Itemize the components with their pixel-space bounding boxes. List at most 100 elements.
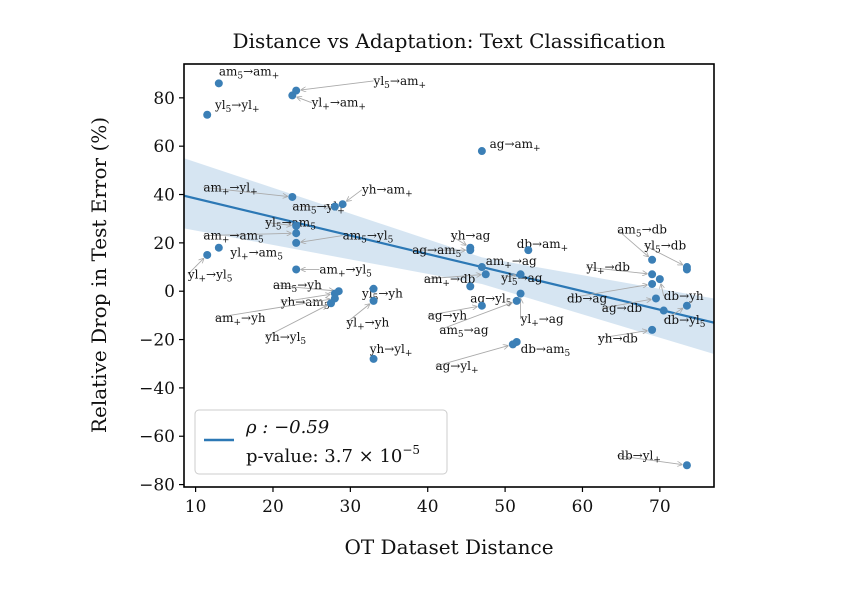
data-point	[369, 284, 378, 293]
data-point	[516, 289, 525, 298]
plot-frame	[183, 63, 715, 488]
legend-box	[194, 409, 448, 475]
point-label: yh→yl+​	[369, 342, 413, 359]
data-point	[659, 306, 668, 315]
point-label: am+​→yl5​	[319, 262, 372, 279]
x-tick-label: 20	[262, 497, 284, 517]
y-tick-label: 60	[153, 137, 175, 157]
point-label: db→ag	[567, 291, 608, 305]
point-label: yl5​→am+​	[373, 74, 427, 91]
legend-rho: ρ : −0.59	[245, 417, 329, 438]
point-label: db→yh	[664, 289, 704, 303]
data-point	[203, 250, 212, 259]
data-point	[292, 238, 301, 247]
annotation-arrow	[280, 294, 330, 303]
x-axis-label: OT Dataset Distance	[344, 535, 553, 559]
point-label: yl5​→yh	[361, 287, 403, 304]
data-point	[338, 200, 347, 209]
point-label: yl+​→ag	[520, 312, 564, 329]
point-label: yl5​→db	[643, 238, 686, 255]
data-point	[682, 265, 691, 274]
x-tick-label: 50	[494, 497, 516, 517]
annotation-arrow	[501, 275, 515, 278]
annotation-arrow	[301, 235, 343, 242]
data-point	[327, 299, 336, 308]
annotation-arrow	[347, 189, 363, 202]
data-point	[292, 229, 301, 238]
annotation-arrow	[586, 266, 647, 274]
data-point	[214, 79, 223, 88]
annotation-arrow	[423, 275, 481, 280]
point-label: am+​→am5​	[203, 229, 264, 246]
regression-line	[184, 194, 714, 324]
annotation-arrow	[214, 299, 330, 319]
annotation-arrow	[663, 308, 683, 321]
annotation-arrow	[265, 306, 326, 338]
data-point	[466, 282, 475, 291]
data-point	[648, 270, 657, 279]
data-point	[288, 91, 297, 100]
data-point	[648, 325, 657, 334]
data-point	[292, 265, 301, 274]
point-label: am5​→yl+​	[292, 200, 345, 217]
data-point	[214, 243, 223, 252]
annotation-arrow	[203, 186, 287, 196]
x-tick-label: 40	[417, 497, 439, 517]
data-point	[682, 461, 691, 470]
data-point	[512, 296, 521, 305]
annotation-arrow	[450, 235, 466, 245]
chart-title: Distance vs Adaptation: Text Classificat…	[233, 29, 666, 53]
legend: ρ : −0.59 p-value: 3.7 × 10−5	[194, 409, 448, 475]
axis-ticks: 10 20 30 40 50 60 70 −80 −60 −40 −20 0 20 40 60 80	[139, 89, 671, 517]
y-tick-label: 20	[153, 234, 175, 254]
point-label: yl+​→yl5​	[187, 267, 233, 284]
point-label: am+​→ag	[486, 254, 537, 271]
legend-pvalue-exponent: −5	[402, 443, 420, 457]
annotation-arrow	[644, 244, 682, 264]
point-label: yl5​→yl+​	[214, 98, 260, 115]
annotation-arrow	[301, 80, 374, 90]
annotation-arrow	[601, 299, 651, 309]
data-point	[508, 340, 517, 349]
point-label: ag→db	[602, 301, 643, 315]
legend-pvalue: p-value: 3.7 × 10−5	[246, 443, 420, 467]
point-label: db→yl+​	[617, 449, 661, 466]
data-point	[477, 263, 486, 272]
annotation-arrow	[617, 455, 682, 465]
x-tick-label: 10	[185, 497, 207, 517]
annotation-arrow	[187, 258, 204, 275]
annotation-arrow	[661, 284, 664, 297]
data-point	[369, 354, 378, 363]
legend-pvalue-text: p-value: 3.7 × 10	[246, 446, 402, 467]
x-tick-label: 60	[572, 497, 594, 517]
data-point	[524, 246, 533, 255]
y-tick-label: −80	[139, 476, 175, 496]
data-point	[481, 270, 490, 279]
point-label: ag→yh	[428, 308, 468, 322]
data-point	[655, 275, 664, 284]
annotation-arrow	[272, 284, 334, 291]
data-point	[648, 279, 657, 288]
data-point	[466, 246, 475, 255]
y-tick-label: −60	[139, 427, 175, 447]
y-tick-label: 80	[153, 89, 175, 109]
plot-area: am5​→am+​ yl5​→am+​ yl+​→am+​ yl5​→yl+​ ag→a…	[184, 64, 714, 470]
point-label: yh→ag	[450, 229, 491, 243]
point-label: ag→yl5​	[470, 291, 512, 308]
data-point	[288, 192, 297, 201]
point-label: yh→db	[597, 331, 638, 345]
point-label: db→yl5​	[664, 313, 706, 330]
point-label: am5​→yl5​	[343, 229, 394, 246]
annotation-arrow	[427, 307, 477, 316]
data-point	[369, 296, 378, 305]
annotation-arrow	[203, 233, 291, 235]
annotation-arrow	[566, 285, 647, 299]
point-label: am+​→yl+​	[203, 180, 257, 197]
point-label: yl+​→am+​	[311, 96, 366, 113]
annotation-arrow	[297, 97, 312, 104]
point-label: am5​→am+​	[219, 64, 279, 81]
annotation-arrow	[616, 229, 648, 257]
annotation-arrow	[346, 304, 369, 323]
point-label: am5​→db	[617, 223, 667, 240]
